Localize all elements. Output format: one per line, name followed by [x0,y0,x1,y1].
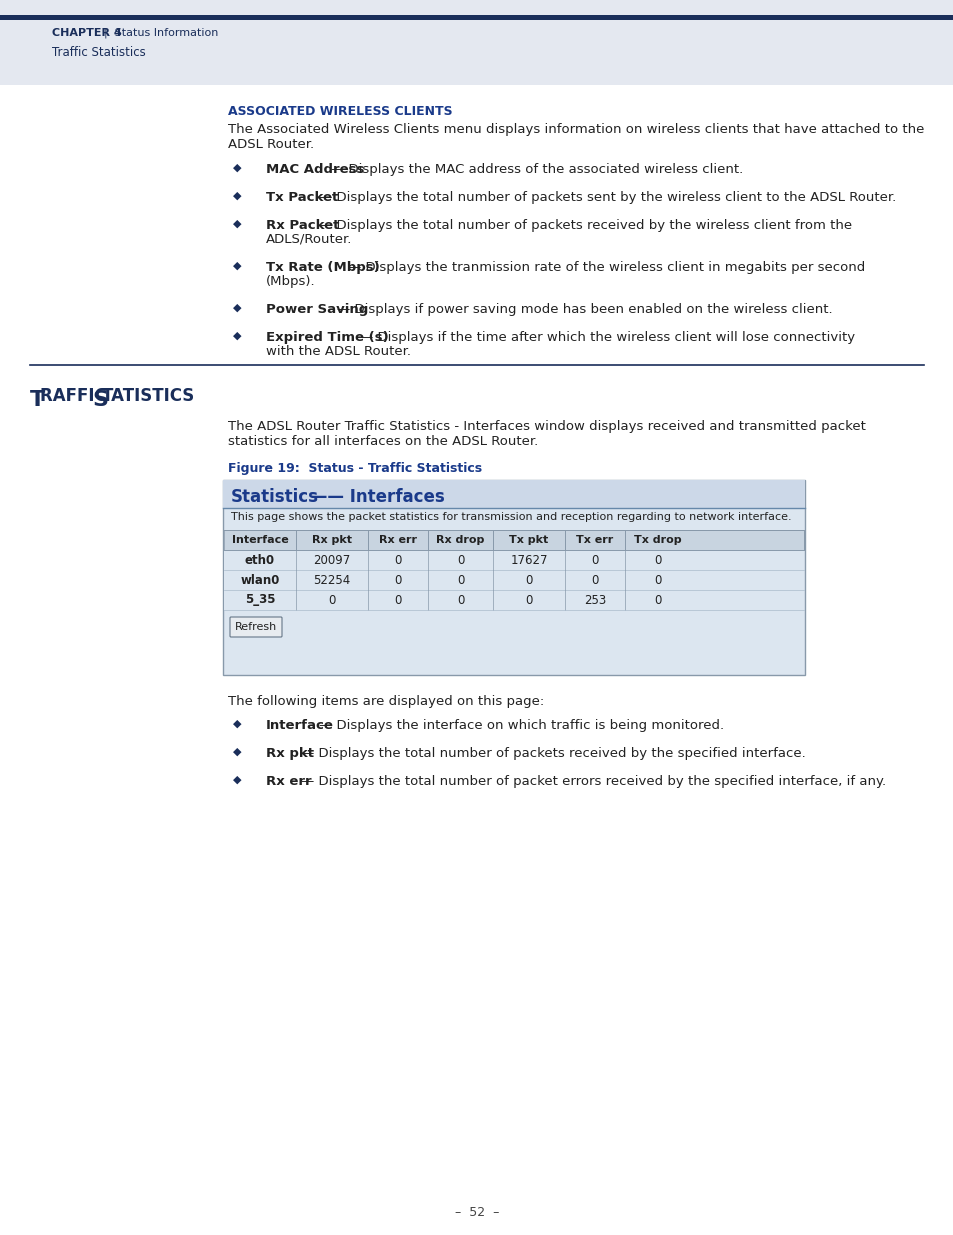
Text: Rx err: Rx err [266,776,312,788]
Text: 0: 0 [591,553,598,567]
Text: 0: 0 [394,553,401,567]
Text: ◆: ◆ [233,303,241,312]
Text: wlan0: wlan0 [240,573,279,587]
Text: ◆: ◆ [233,747,241,757]
Text: Rx Packet: Rx Packet [266,219,339,232]
Text: — Displays if power saving mode has been enabled on the wireless client.: — Displays if power saving mode has been… [336,303,831,316]
Text: — Displays the total number of packets sent by the wireless client to the ADSL R: — Displays the total number of packets s… [318,191,895,204]
Text: ◆: ◆ [233,191,241,201]
Text: Rx pkt: Rx pkt [312,535,352,545]
Text: S: S [91,390,108,410]
Text: 5_35: 5_35 [245,594,275,606]
Text: —— Interfaces: —— Interfaces [305,488,445,506]
FancyBboxPatch shape [224,530,803,550]
Text: Rx drop: Rx drop [436,535,484,545]
Text: T: T [30,390,45,410]
FancyBboxPatch shape [224,550,803,571]
Text: — Displays the total number of packets received by the specified interface.: — Displays the total number of packets r… [301,747,805,760]
Text: 0: 0 [456,553,464,567]
Text: 253: 253 [583,594,605,606]
Text: Refresh: Refresh [234,622,276,632]
Text: Tx pkt: Tx pkt [509,535,548,545]
FancyBboxPatch shape [0,15,953,20]
Text: 0: 0 [456,573,464,587]
Text: 0: 0 [653,553,660,567]
Text: 0: 0 [653,573,660,587]
Text: MAC Address: MAC Address [266,163,364,177]
Text: TATISTICS: TATISTICS [102,387,195,405]
Text: 0: 0 [394,594,401,606]
Text: ◆: ◆ [233,261,241,270]
Text: ◆: ◆ [233,776,241,785]
Text: statistics for all interfaces on the ADSL Router.: statistics for all interfaces on the ADS… [228,435,537,448]
Text: ◆: ◆ [233,331,241,341]
Text: 20097: 20097 [313,553,351,567]
Text: RAFFIC: RAFFIC [40,387,112,405]
Text: 0: 0 [328,594,335,606]
Text: with the ADSL Router.: with the ADSL Router. [266,345,411,358]
Text: –  52  –: – 52 – [455,1207,498,1219]
Text: eth0: eth0 [245,553,274,567]
FancyBboxPatch shape [223,480,804,508]
Text: The Associated Wireless Clients menu displays information on wireless clients th: The Associated Wireless Clients menu dis… [228,124,923,136]
Text: ADSL Router.: ADSL Router. [228,138,314,151]
Text: 0: 0 [653,594,660,606]
Text: Statistics: Statistics [231,488,318,506]
Text: 0: 0 [591,573,598,587]
FancyBboxPatch shape [0,0,953,85]
Text: |  Status Information: | Status Information [96,28,218,38]
Text: ◆: ◆ [233,163,241,173]
Text: — Displays if the time after which the wireless client will lose connectivity: — Displays if the time after which the w… [360,331,855,345]
Text: — Displays the MAC address of the associated wireless client.: — Displays the MAC address of the associ… [331,163,742,177]
Text: Tx err: Tx err [576,535,613,545]
FancyBboxPatch shape [224,571,803,590]
Text: Tx drop: Tx drop [633,535,680,545]
FancyBboxPatch shape [230,618,282,637]
FancyBboxPatch shape [223,480,804,676]
Text: Figure 19:  Status - Traffic Statistics: Figure 19: Status - Traffic Statistics [228,462,481,475]
Text: Expired Time (s): Expired Time (s) [266,331,388,345]
Text: The following items are displayed on this page:: The following items are displayed on thi… [228,695,543,708]
Text: 0: 0 [525,573,532,587]
Text: Tx Packet: Tx Packet [266,191,338,204]
Text: The ADSL Router Traffic Statistics - Interfaces window displays received and tra: The ADSL Router Traffic Statistics - Int… [228,420,865,433]
Text: ASSOCIATED WIRELESS CLIENTS: ASSOCIATED WIRELESS CLIENTS [228,105,452,119]
Text: Power Saving: Power Saving [266,303,368,316]
Text: Rx err: Rx err [378,535,416,545]
Text: Traffic Statistics: Traffic Statistics [52,46,146,59]
Text: 0: 0 [525,594,532,606]
Text: ADLS/Router.: ADLS/Router. [266,233,352,246]
Text: — Displays the total number of packets received by the wireless client from the: — Displays the total number of packets r… [318,219,851,232]
Text: 0: 0 [456,594,464,606]
Text: Tx Rate (Mbps): Tx Rate (Mbps) [266,261,379,274]
Text: — Displays the interface on which traffic is being monitored.: — Displays the interface on which traffi… [318,719,723,732]
Text: 52254: 52254 [313,573,351,587]
Text: 17627: 17627 [510,553,547,567]
FancyBboxPatch shape [224,590,803,610]
Text: This page shows the packet statistics for transmission and reception regarding t: This page shows the packet statistics fo… [231,513,791,522]
Text: Rx pkt: Rx pkt [266,747,314,760]
Text: ◆: ◆ [233,219,241,228]
Text: Interface: Interface [232,535,288,545]
Text: (Mbps).: (Mbps). [266,275,315,288]
Text: — Displays the total number of packet errors received by the specified interface: — Displays the total number of packet er… [301,776,885,788]
Text: CHAPTER 4: CHAPTER 4 [52,28,122,38]
Text: ◆: ◆ [233,719,241,729]
Text: — Displays the tranmission rate of the wireless client in megabits per second: — Displays the tranmission rate of the w… [348,261,864,274]
Text: 0: 0 [394,573,401,587]
Text: Interface: Interface [266,719,334,732]
